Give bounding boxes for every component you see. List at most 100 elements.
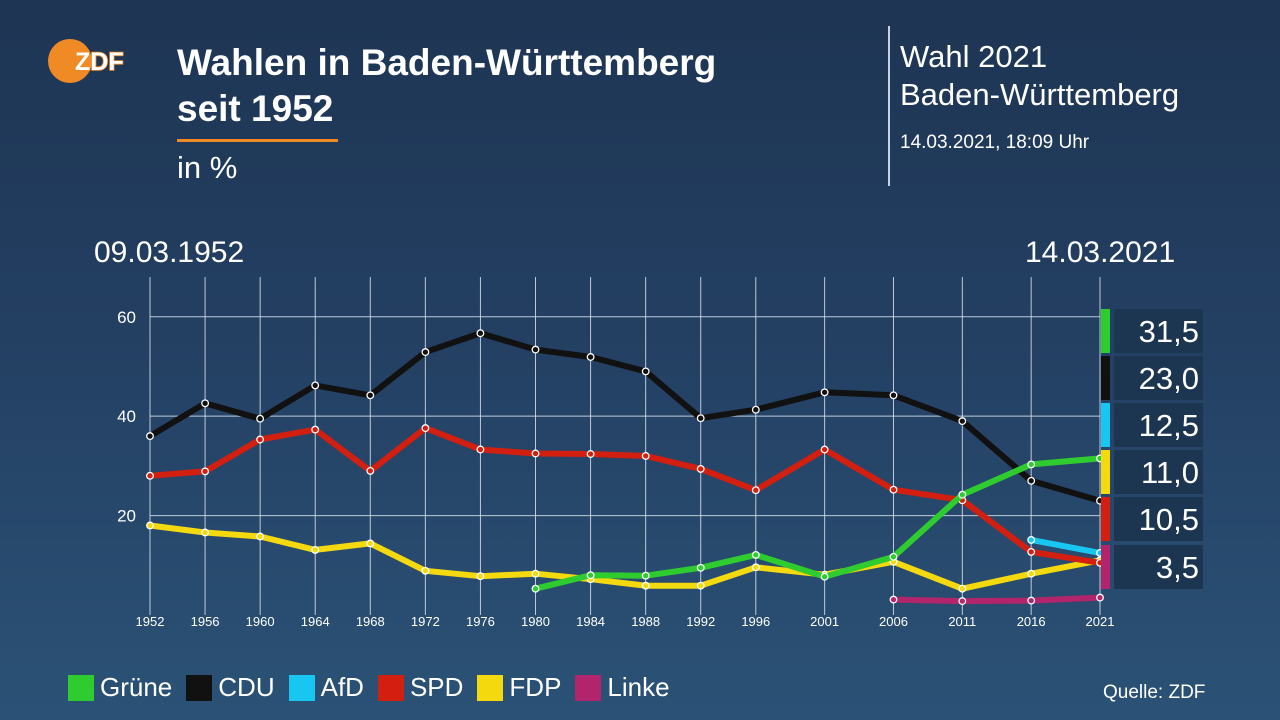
series-line-spd <box>147 425 1103 566</box>
data-point <box>696 414 705 423</box>
legend-swatch <box>288 674 315 701</box>
x-tick-label: 1992 <box>686 614 715 629</box>
election-title-line-1: Wahl 2021 <box>900 39 1048 74</box>
date-start-label: 09.03.1952 <box>94 236 245 269</box>
x-tick-label: 2006 <box>879 614 908 629</box>
x-tick-label: 2011 <box>948 614 976 629</box>
legend-swatch <box>68 674 94 701</box>
result-color-bar <box>1101 545 1110 589</box>
unit-label: in % <box>177 150 238 185</box>
x-tick-label: 2001 <box>810 614 839 629</box>
data-point <box>146 521 154 530</box>
x-tick-label: 1976 <box>466 614 495 629</box>
result-color-bar <box>1101 309 1110 353</box>
result-value: 23,0 <box>1139 361 1199 396</box>
series-line-gruene <box>532 455 1103 592</box>
y-tick-label: 20 <box>117 507 136 526</box>
legend-label: CDU <box>218 672 275 702</box>
result-color-bar <box>1101 403 1110 447</box>
x-tick-label: 1996 <box>741 614 770 629</box>
chart-legend: Grüne CDU AfD SPD FDP Linke <box>68 672 684 703</box>
page-title: Wahlen in Baden-Württemberg seit 1952 <box>177 40 716 132</box>
x-tick-label: 1952 <box>136 614 165 629</box>
y-axis-ticks: 20 40 60 <box>117 308 136 526</box>
data-point <box>958 417 967 426</box>
x-tick-label: 1960 <box>246 614 275 629</box>
result-box <box>1114 450 1203 494</box>
result-color-bar <box>1101 356 1110 400</box>
data-point <box>421 348 430 357</box>
data-point <box>696 581 705 590</box>
svg-text:ZDF: ZDF <box>75 48 124 76</box>
chart-grid <box>149 277 1101 615</box>
legend-swatch <box>377 674 404 701</box>
data-point <box>1027 596 1036 605</box>
election-timestamp: 14.03.2021, 18:09 Uhr <box>900 132 1090 153</box>
legend-swatch <box>575 674 602 701</box>
result-box <box>1114 403 1203 447</box>
x-tick-label: 2021 <box>1086 614 1115 629</box>
data-point <box>366 539 375 548</box>
data-point <box>1027 476 1036 485</box>
x-tick-label: 1980 <box>521 614 550 629</box>
data-point <box>889 485 898 494</box>
data-point <box>311 545 320 554</box>
data-point <box>311 381 320 390</box>
x-tick-label: 2016 <box>1017 614 1046 629</box>
data-point <box>586 571 595 580</box>
chart-series <box>146 329 1104 606</box>
data-point <box>421 424 430 433</box>
series-line-afd <box>1028 536 1103 556</box>
data-point <box>476 329 485 338</box>
svg-text:ZDF: ZDF <box>75 48 124 76</box>
data-point <box>366 466 375 475</box>
x-tick-label: 1964 <box>301 614 330 629</box>
data-point <box>820 572 829 581</box>
election-title: Wahl 2021 Baden-Württemberg <box>900 38 1179 114</box>
data-point <box>641 451 650 460</box>
data-point <box>641 367 650 376</box>
result-box <box>1114 497 1203 541</box>
legend-swatch <box>186 674 213 701</box>
title-line-2: seit 1952 <box>177 88 334 129</box>
data-point <box>696 563 705 572</box>
result-value: 3,5 <box>1156 550 1199 585</box>
legend-item: CDU <box>186 672 275 703</box>
legend-label: AfD <box>320 672 364 702</box>
data-point <box>696 464 705 473</box>
data-point <box>476 572 485 581</box>
title-underline <box>177 139 338 142</box>
data-point <box>889 595 898 604</box>
data-point <box>1027 460 1036 469</box>
data-point <box>1027 569 1036 578</box>
data-point <box>641 571 650 580</box>
election-title-line-2: Baden-Württemberg <box>900 77 1180 112</box>
result-value: 12,5 <box>1139 408 1199 443</box>
data-point <box>366 391 375 400</box>
header-divider <box>888 26 890 186</box>
x-tick-label: 1968 <box>356 614 385 629</box>
data-point <box>256 532 265 541</box>
result-value: 11,0 <box>1141 455 1199 490</box>
y-tick-label: 40 <box>117 407 136 426</box>
data-point <box>421 566 430 575</box>
legend-item: Grüne <box>68 672 172 703</box>
data-point <box>641 581 650 590</box>
result-value: 31,5 <box>1139 314 1199 349</box>
data-point <box>201 399 210 408</box>
x-tick-label: 1956 <box>191 614 220 629</box>
data-point <box>531 584 540 593</box>
data-point <box>146 432 154 441</box>
data-point <box>256 414 265 423</box>
data-point <box>820 388 829 397</box>
result-boxes: 31,5 23,0 12,5 11,0 10,5 3,5 <box>1101 309 1203 589</box>
data-point <box>751 405 760 414</box>
legend-item: SPD <box>377 672 464 703</box>
data-point <box>751 486 760 495</box>
legend-label: SPD <box>409 672 464 702</box>
legend-item: Linke <box>575 672 670 703</box>
data-point <box>1027 547 1036 556</box>
data-point <box>958 597 967 606</box>
x-axis-ticks: 1952 1956 1960 1964 1968 1972 1976 1980 1984 1988… <box>136 614 1115 629</box>
